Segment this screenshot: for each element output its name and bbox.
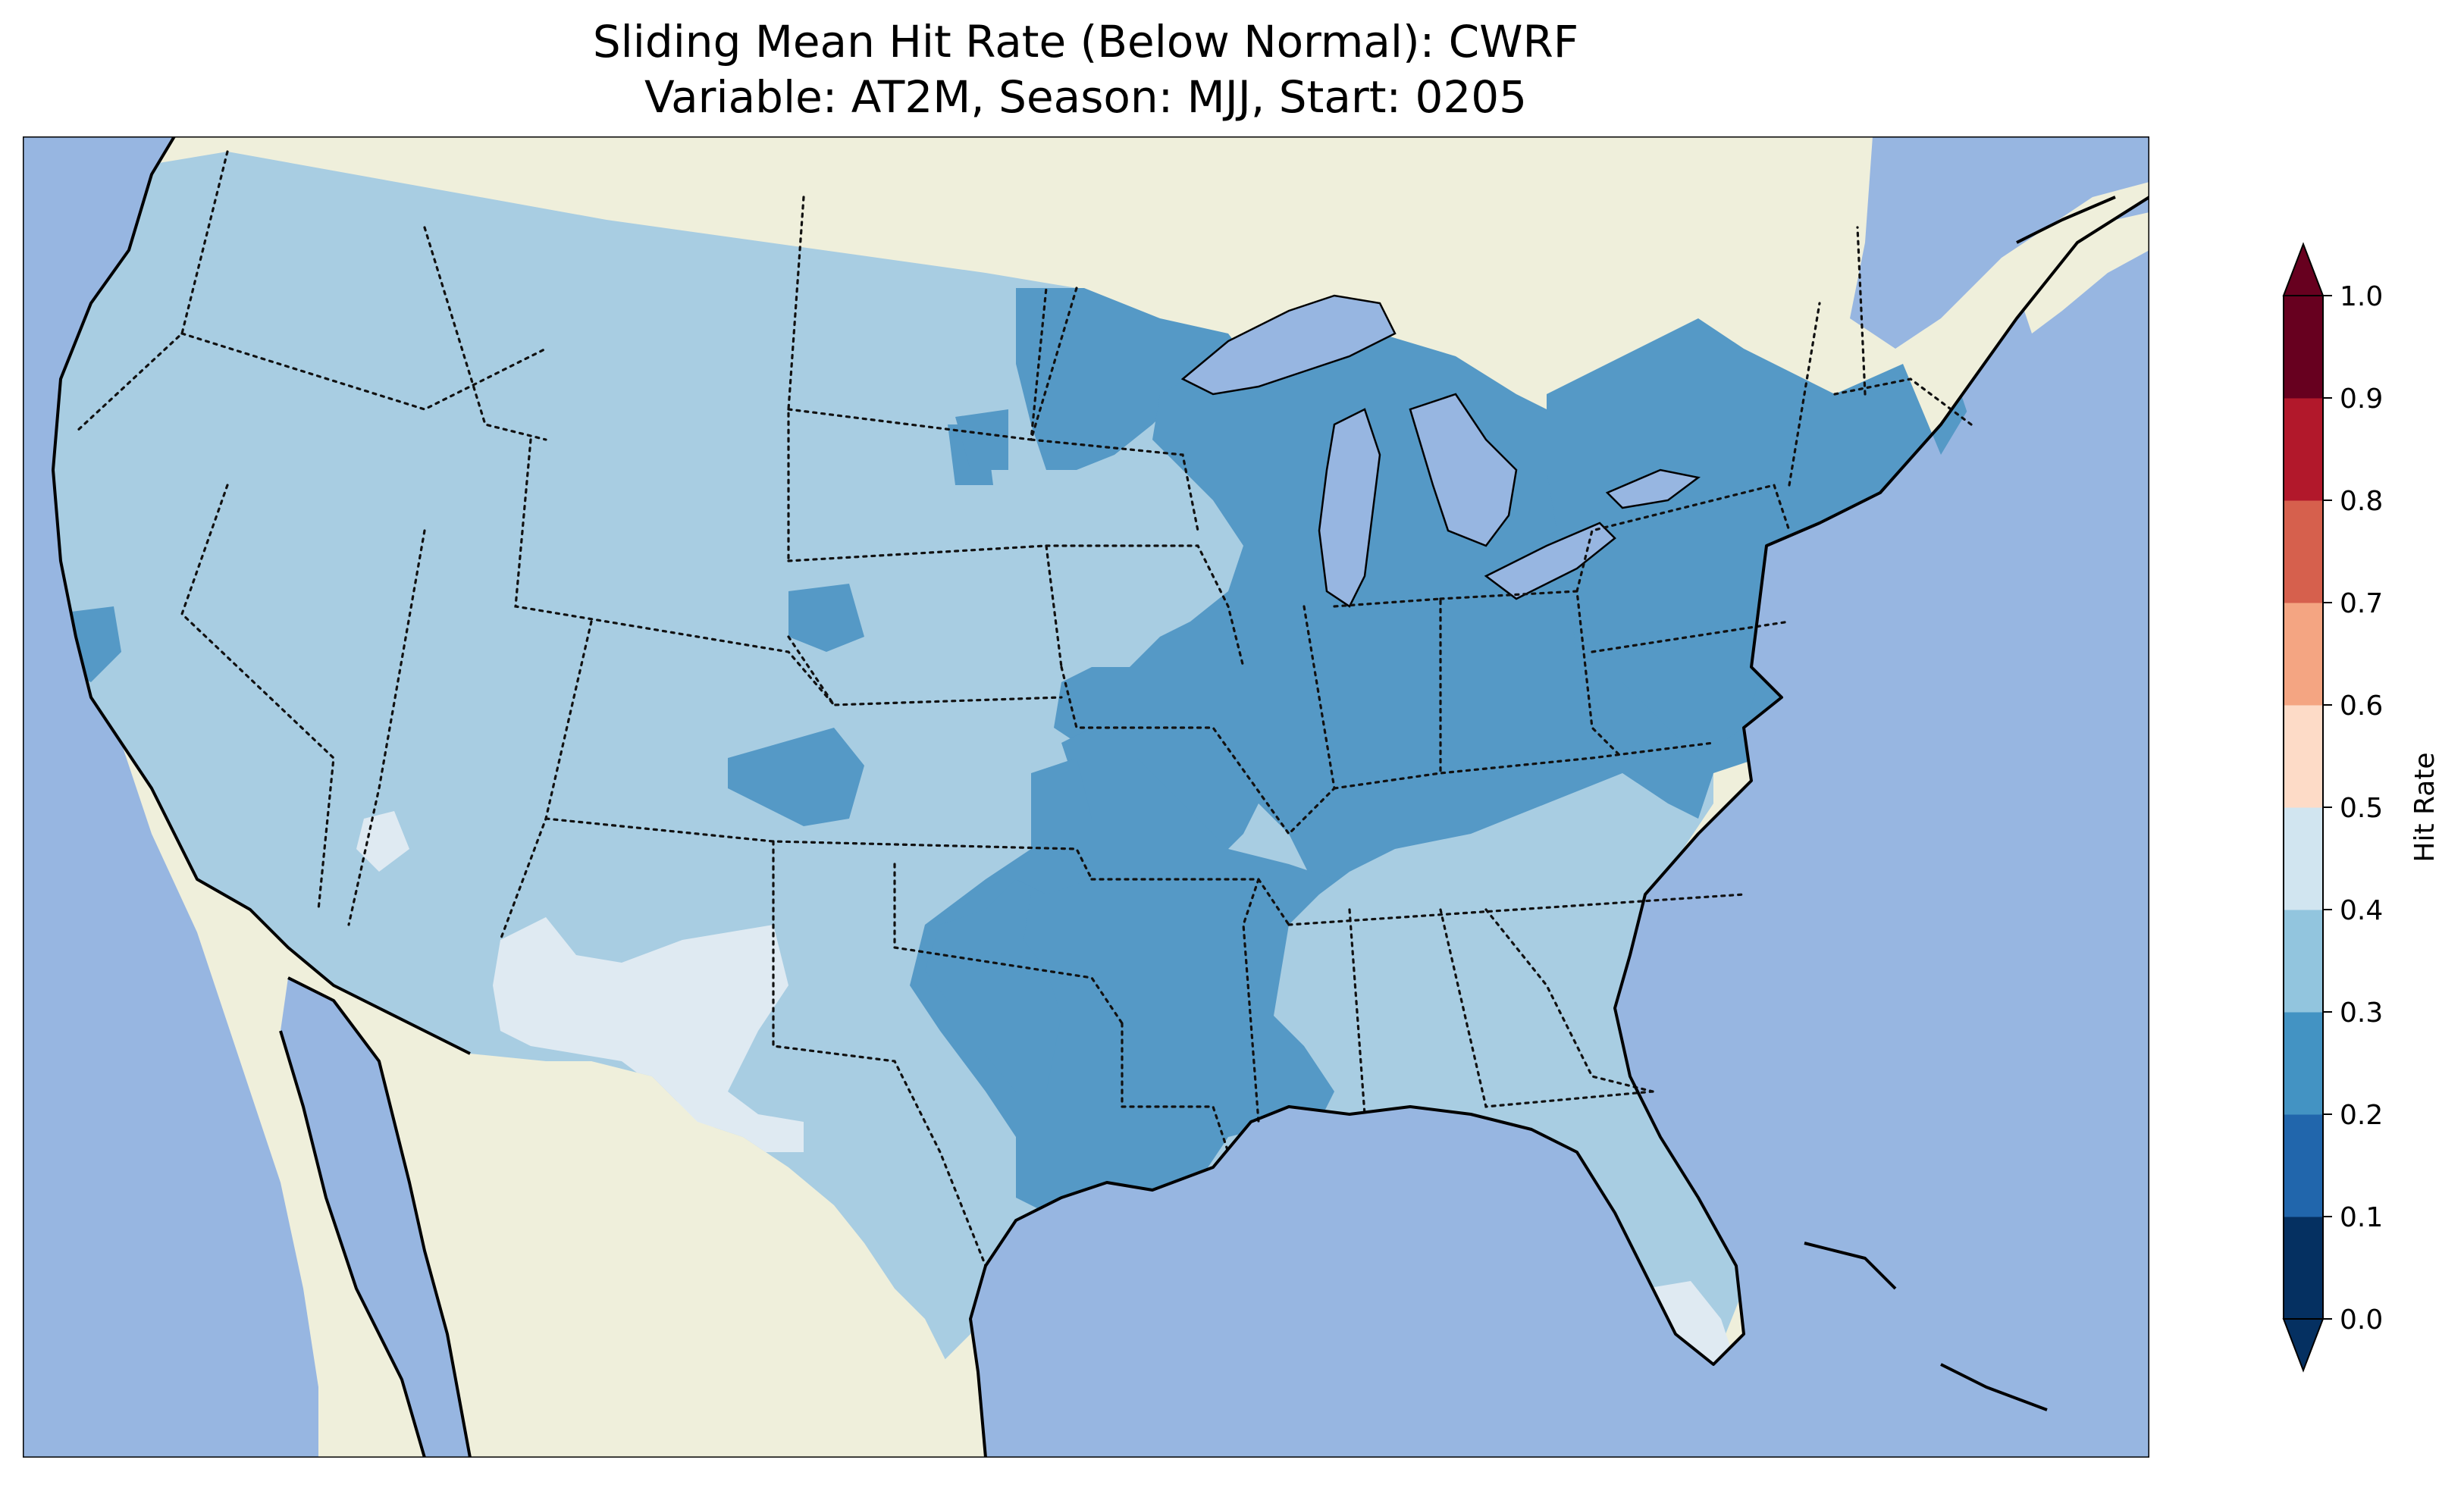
colorbar-bin <box>2284 500 2323 603</box>
colorbar-extend-bottom <box>2282 1318 2324 1373</box>
lake-erie <box>1484 521 1616 600</box>
colorbar-tick-label: 0.1 <box>2340 1202 2383 1233</box>
colorbar-bin <box>2284 1114 2323 1217</box>
colorbar-bin <box>2284 705 2323 808</box>
map-panel <box>23 136 2149 1458</box>
colorbar-tick-label: 0.0 <box>2340 1305 2383 1336</box>
colorbar-tick-label: 0.4 <box>2340 895 2383 926</box>
map-title: Sliding Mean Hit Rate (Below Normal): CW… <box>593 16 1578 67</box>
colorbar-tick-label: 0.2 <box>2340 1100 2383 1131</box>
colorbar-tick-label: 0.3 <box>2340 998 2383 1029</box>
colorbar-bin <box>2284 296 2323 399</box>
lake-michigan <box>1318 408 1381 608</box>
gulf-of-st-lawrence <box>1850 136 2149 349</box>
region-nebraska-kansas-patch <box>728 728 864 826</box>
nova-scotia <box>2017 212 2149 334</box>
colorbar-tick-label: 0.7 <box>2340 588 2383 619</box>
colorbar-tick-label: 0.9 <box>2340 384 2383 415</box>
colorbar-bin <box>2284 603 2323 706</box>
lake-huron <box>1409 393 1518 547</box>
map-subtitle: Variable: AT2M, Season: MJJ, Start: 0205 <box>644 71 1527 123</box>
colorbar-ticks: 0.0 0.1 0.2 0.3 0.4 0.5 0.6 0.7 0.8 0.9 1.0 <box>2323 281 2383 1336</box>
colorbar-extend-top <box>2282 242 2324 296</box>
colorbar-bin <box>2284 1217 2323 1320</box>
great-lakes <box>1180 294 1701 608</box>
region-new-mexico-west-texas <box>493 917 804 1152</box>
colorbar-bin <box>2284 1012 2323 1115</box>
colorbar-label: Hit Rate <box>2409 752 2440 862</box>
region-northern-minnesota <box>1016 288 1274 470</box>
colorbar-bins <box>2284 296 2323 1320</box>
colorbar-tick-label: 0.8 <box>2340 486 2383 517</box>
colorbar: 0.0 0.1 0.2 0.3 0.4 0.5 0.6 0.7 0.8 0.9 1.0 Hit Ra… <box>2282 242 2440 1373</box>
colorbar-tick-label: 1.0 <box>2340 281 2383 312</box>
colorbar-tick-label: 0.6 <box>2340 691 2383 722</box>
gulf-of-california <box>281 978 470 1458</box>
coastlines <box>52 136 2149 1458</box>
colorbar-bin <box>2284 398 2323 501</box>
lake-superior <box>1180 294 1397 396</box>
region-south-florida <box>1645 1281 1736 1372</box>
region-minnesota-west-patch <box>955 409 1008 470</box>
region-south-dakota-patch <box>788 584 864 652</box>
region-east-texas-oklahoma <box>925 758 1092 1092</box>
colorbar-tick-label: 0.5 <box>2340 793 2383 824</box>
lake-ontario <box>1605 468 1701 509</box>
colorbar-bin <box>2284 807 2323 910</box>
colorbar-bin <box>2284 910 2323 1013</box>
